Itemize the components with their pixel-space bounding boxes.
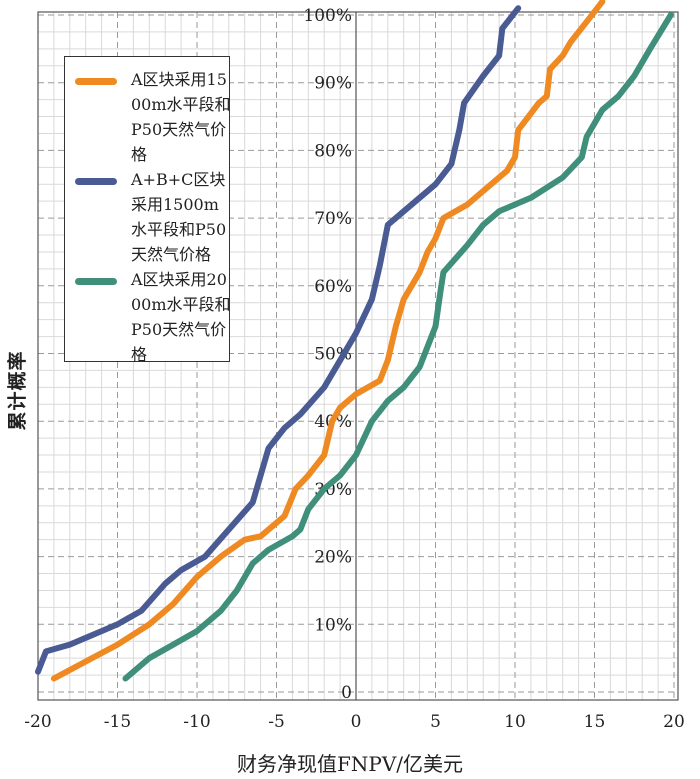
y-axis-title: 累计概率	[6, 349, 29, 431]
x-tick-label: -5	[268, 712, 285, 732]
y-tick-label: 0	[341, 683, 352, 703]
x-tick-label: -15	[104, 712, 131, 732]
legend: A区块采用1500m水平段和P50天然气价格 A+B+C区块采用1500m水平段…	[64, 56, 231, 364]
x-tick-label: 0	[351, 712, 362, 732]
legend-swatch-blue	[75, 178, 117, 185]
x-tick-label: 20	[663, 712, 685, 732]
legend-swatch-orange	[75, 78, 117, 85]
x-tick-label: -10	[183, 712, 210, 732]
y-tick-label: 100%	[303, 6, 352, 26]
x-tick-label: 10	[504, 712, 526, 732]
y-tick-label: 70%	[314, 209, 352, 229]
y-tick-label: 60%	[314, 277, 352, 297]
legend-label: A区块采用2000m水平段和P50天然气价格	[131, 270, 231, 364]
series-line-0	[50, 0, 606, 682]
plot-frame	[37, 11, 679, 701]
y-tick-label: 80%	[314, 141, 352, 161]
y-tick-label: 20%	[314, 548, 352, 568]
y-axis-title-wrap: 累计概率	[2, 330, 30, 450]
series-line-1	[35, 5, 522, 675]
series-line-2	[122, 12, 674, 682]
x-axis-title: 财务净现值FNPV/亿美元	[236, 752, 463, 776]
y-tick-label: 30%	[314, 480, 352, 500]
x-tick-label: -20	[24, 712, 51, 732]
legend-label: A区块采用1500m水平段和P50天然气价格	[131, 70, 231, 164]
legend-label: A+B+C区块采用1500m水平段和P50天然气价格	[131, 170, 227, 264]
x-tick-label: 5	[430, 712, 441, 732]
y-tick-label: 10%	[314, 615, 352, 635]
x-tick-label: 15	[584, 712, 606, 732]
y-tick-label: 90%	[314, 74, 352, 94]
legend-swatch-green	[75, 278, 117, 285]
